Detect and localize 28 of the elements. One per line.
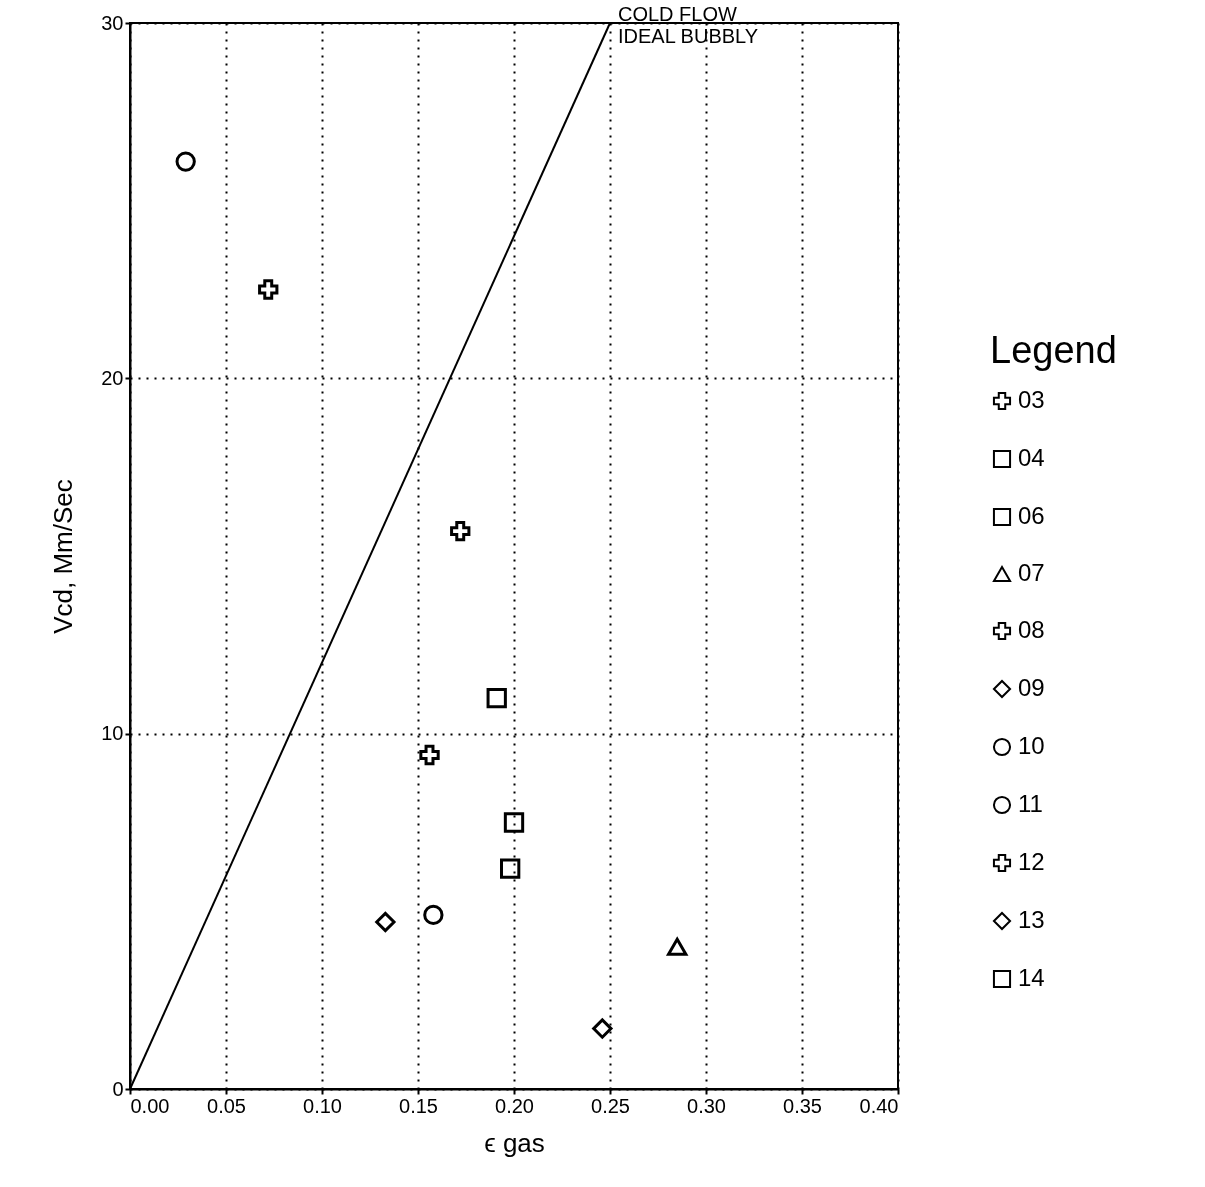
x-axis-title: ϵ gas xyxy=(484,1127,545,1158)
x-tick-label: 0.10 xyxy=(303,1094,342,1117)
y-tick-label: 10 xyxy=(101,722,124,745)
x-tick-label: 0.00 xyxy=(130,1094,170,1117)
legend-label: 06 xyxy=(1018,502,1045,529)
y-tick-label: 0 xyxy=(112,1077,124,1100)
x-tick-label: 0.20 xyxy=(495,1094,534,1117)
legend-label: 12 xyxy=(1018,848,1045,875)
series-label: COLD FLOW IDEAL BUBBLY xyxy=(618,3,759,47)
x-tick-label: 0.25 xyxy=(591,1094,630,1117)
legend-label: 13 xyxy=(1018,906,1045,933)
legend-label: 14 xyxy=(1018,964,1045,991)
y-tick-label: 20 xyxy=(101,366,124,389)
legend-label: 08 xyxy=(1018,616,1045,643)
x-tick-label: 0.05 xyxy=(207,1094,246,1117)
legend-label: 09 xyxy=(1018,674,1045,701)
y-tick-label: 30 xyxy=(101,11,124,34)
x-tick-label: 0.35 xyxy=(783,1094,822,1117)
legend-title: Legend xyxy=(990,329,1117,371)
legend-label: 07 xyxy=(1018,559,1045,586)
x-tick-label: 0.30 xyxy=(687,1094,726,1117)
legend-label: 11 xyxy=(1018,790,1043,817)
legend-label: 04 xyxy=(1018,444,1045,471)
x-tick-label: 0.15 xyxy=(399,1094,438,1117)
y-axis-title: Vcd, Mm/Sec xyxy=(48,479,79,634)
legend-label: 03 xyxy=(1018,386,1045,413)
x-tick-label: 0.40 xyxy=(859,1094,899,1117)
legend-label: 10 xyxy=(1018,732,1045,759)
